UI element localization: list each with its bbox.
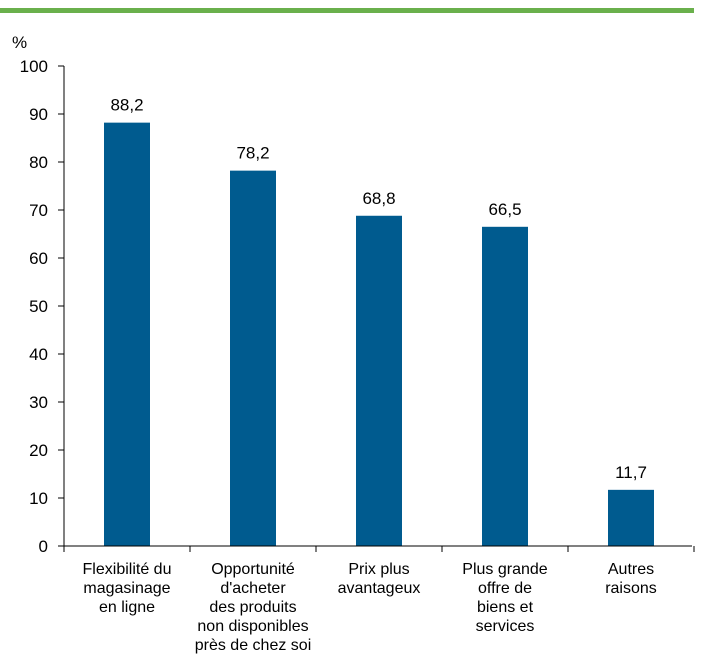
bar-value-label: 78,2 [236,144,269,163]
y-tick-label: 60 [29,249,48,268]
bar-value-label: 88,2 [110,96,143,115]
y-tick-label: 80 [29,153,48,172]
y-tick-label: 0 [39,537,48,556]
y-tick-label: 70 [29,201,48,220]
bar-value-labels: 88,2 78,2 68,8 66,5 11,7 [110,96,646,482]
bar-value-label: 68,8 [362,189,395,208]
x-category-label: Flexibilité du magasinage en ligne [83,561,172,616]
y-tick-label: 100 [20,57,48,76]
y-axis-ticks: 0 10 20 30 40 50 60 70 80 90 100 [20,57,64,556]
bar-value-label: 66,5 [488,200,521,219]
y-tick-label: 10 [29,489,48,508]
x-category-label: Opportunité d'acheter des produits non disp… [195,561,312,654]
y-tick-label: 20 [29,441,48,460]
x-axis-ticks [63,546,695,552]
x-axis-category-labels: Flexibilité du magasinage en ligne Opportun… [83,561,657,654]
x-category-label: Autres raisons [605,561,657,597]
y-tick-label: 30 [29,393,48,412]
bar [356,215,402,546]
bar [608,489,654,546]
top-rule [0,8,694,13]
x-category-label: Plus grande offre de biens et services [462,561,547,635]
bars [104,122,654,547]
bar [482,226,528,547]
bar [104,122,150,546]
y-axis-unit: % [12,33,27,52]
y-tick-label: 50 [29,297,48,316]
y-tick-label: 90 [29,105,48,124]
x-category-label: Prix plus avantageux [338,561,421,597]
y-tick-label: 40 [29,345,48,364]
bar [230,170,276,546]
bar-value-label: 11,7 [615,463,647,482]
